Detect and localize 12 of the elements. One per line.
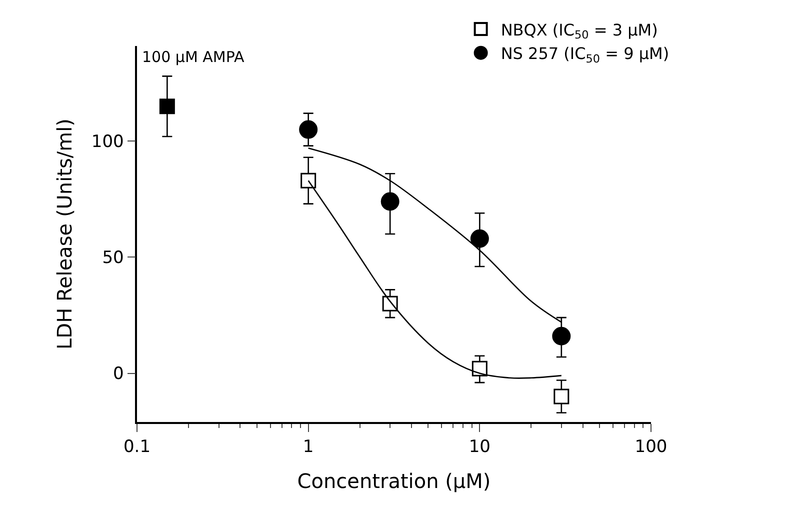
x-tick-label: 10: [468, 437, 490, 458]
x-axis-title: Concentration (μM): [297, 469, 491, 494]
legend-label: NS 257 (IC$_{50}$ = 9 μM): [500, 44, 670, 66]
x-tick-label: 100: [634, 437, 668, 458]
legend-label: NBQX (IC$_{50}$ = 3 μM): [500, 20, 658, 42]
y-tick-label: 100: [91, 132, 124, 152]
annotation: 100 μM AMPA: [142, 48, 245, 66]
y-axis-title: LDH Release (Units/ml): [52, 118, 76, 350]
x-tick-label: 1: [302, 437, 314, 458]
y-tick-label: 0: [113, 364, 124, 384]
x-tick-label: 0.1: [123, 437, 151, 458]
y-tick-label: 50: [102, 248, 124, 268]
